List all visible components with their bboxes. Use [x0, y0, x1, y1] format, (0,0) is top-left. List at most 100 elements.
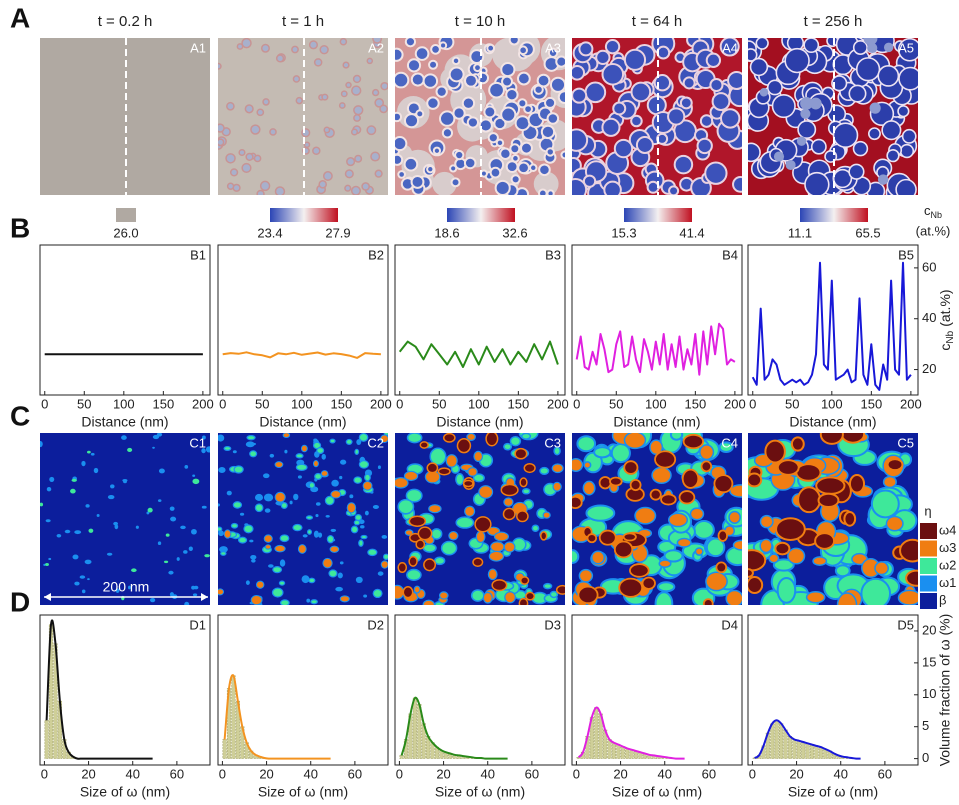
histogram-bar [792, 739, 797, 759]
plot-frame [39, 614, 211, 766]
precipitate [380, 434, 388, 443]
precipitate [218, 434, 225, 442]
precipitate [715, 561, 728, 574]
precipitate [520, 141, 533, 155]
precipitate [659, 433, 683, 454]
precipitate [43, 563, 46, 567]
precipitate [503, 497, 514, 507]
plot-frame [571, 244, 743, 396]
precipitate [450, 177, 461, 188]
y-tick-label: 0 [922, 750, 929, 765]
precipitate [544, 96, 557, 109]
precipitate [354, 448, 360, 455]
precipitate [313, 530, 319, 538]
precipitate [218, 62, 222, 70]
precipitate [328, 569, 338, 578]
precipitate [406, 433, 423, 444]
precipitate [795, 463, 822, 482]
precipitate [682, 76, 696, 90]
precipitate [245, 580, 250, 585]
precipitate [693, 519, 715, 540]
precipitate [403, 156, 419, 172]
precipitate [356, 439, 362, 446]
panel-label: C5 [897, 435, 914, 450]
legend-swatch [920, 558, 937, 574]
precipitate [146, 511, 150, 515]
precipitate [774, 541, 791, 556]
precipitate [438, 591, 449, 600]
precipitate [694, 547, 704, 556]
x-tick-label: 0 [749, 396, 756, 411]
x-tick-label: 50 [609, 396, 623, 411]
precipitate [759, 538, 773, 554]
x-tick-label: 150 [507, 396, 529, 411]
precipitate [180, 525, 186, 530]
unit: (at.%) [937, 289, 953, 326]
precipitate [395, 135, 408, 152]
precipitate [635, 135, 654, 154]
precipitate [585, 504, 616, 522]
precipitate [191, 528, 197, 535]
precipitate [899, 538, 918, 563]
precipitate [157, 499, 162, 503]
precipitate [572, 177, 588, 195]
precipitate [218, 588, 225, 596]
precipitate [358, 433, 369, 442]
precipitate [612, 101, 627, 116]
histogram-bar [801, 741, 806, 759]
precipitate [437, 467, 451, 476]
precipitate [487, 568, 498, 581]
precipitate [595, 49, 611, 66]
precipitate [764, 439, 786, 464]
precipitate [545, 147, 555, 157]
precipitate [442, 433, 456, 443]
precipitate [350, 185, 361, 195]
precipitate [74, 530, 82, 535]
precipitate [649, 488, 662, 501]
precipitate [366, 57, 374, 65]
precipitate [543, 582, 553, 590]
precipitate [538, 163, 551, 177]
precipitate [395, 584, 405, 600]
precipitate [219, 546, 228, 553]
precipitate [836, 592, 858, 605]
precipitate [254, 493, 264, 501]
precipitate [531, 524, 540, 532]
precipitate [340, 459, 347, 465]
legend-label: ω3 [939, 540, 956, 555]
precipitate [886, 148, 900, 163]
precipitate [345, 438, 353, 445]
precipitate [297, 544, 307, 554]
precipitate [505, 160, 519, 174]
panel-title: t = 256 h [804, 13, 863, 30]
precipitate [810, 138, 827, 155]
precipitate [749, 57, 769, 77]
precipitate [74, 581, 80, 586]
precipitate [883, 42, 894, 53]
precipitate [474, 516, 492, 533]
precipitate [598, 476, 612, 490]
precipitate [81, 589, 86, 594]
precipitate [306, 529, 313, 535]
precipitate [256, 189, 265, 195]
map-content [572, 38, 742, 195]
precipitate [201, 448, 206, 454]
panel-letter: C [10, 400, 30, 431]
precipitate [503, 541, 516, 553]
precipitate [613, 138, 634, 159]
precipitate [354, 514, 363, 521]
concentration-map [218, 38, 388, 195]
precipitate [329, 545, 340, 553]
precipitate [812, 556, 828, 567]
x-tick-label: 0 [573, 766, 580, 781]
precipitate [295, 463, 308, 471]
precipitate [223, 529, 232, 539]
precipitate [274, 461, 284, 469]
precipitate [899, 143, 915, 159]
precipitate [598, 529, 617, 546]
precipitate [817, 492, 840, 509]
precipitate [364, 473, 371, 482]
precipitate [623, 460, 639, 475]
precipitate [246, 434, 256, 441]
